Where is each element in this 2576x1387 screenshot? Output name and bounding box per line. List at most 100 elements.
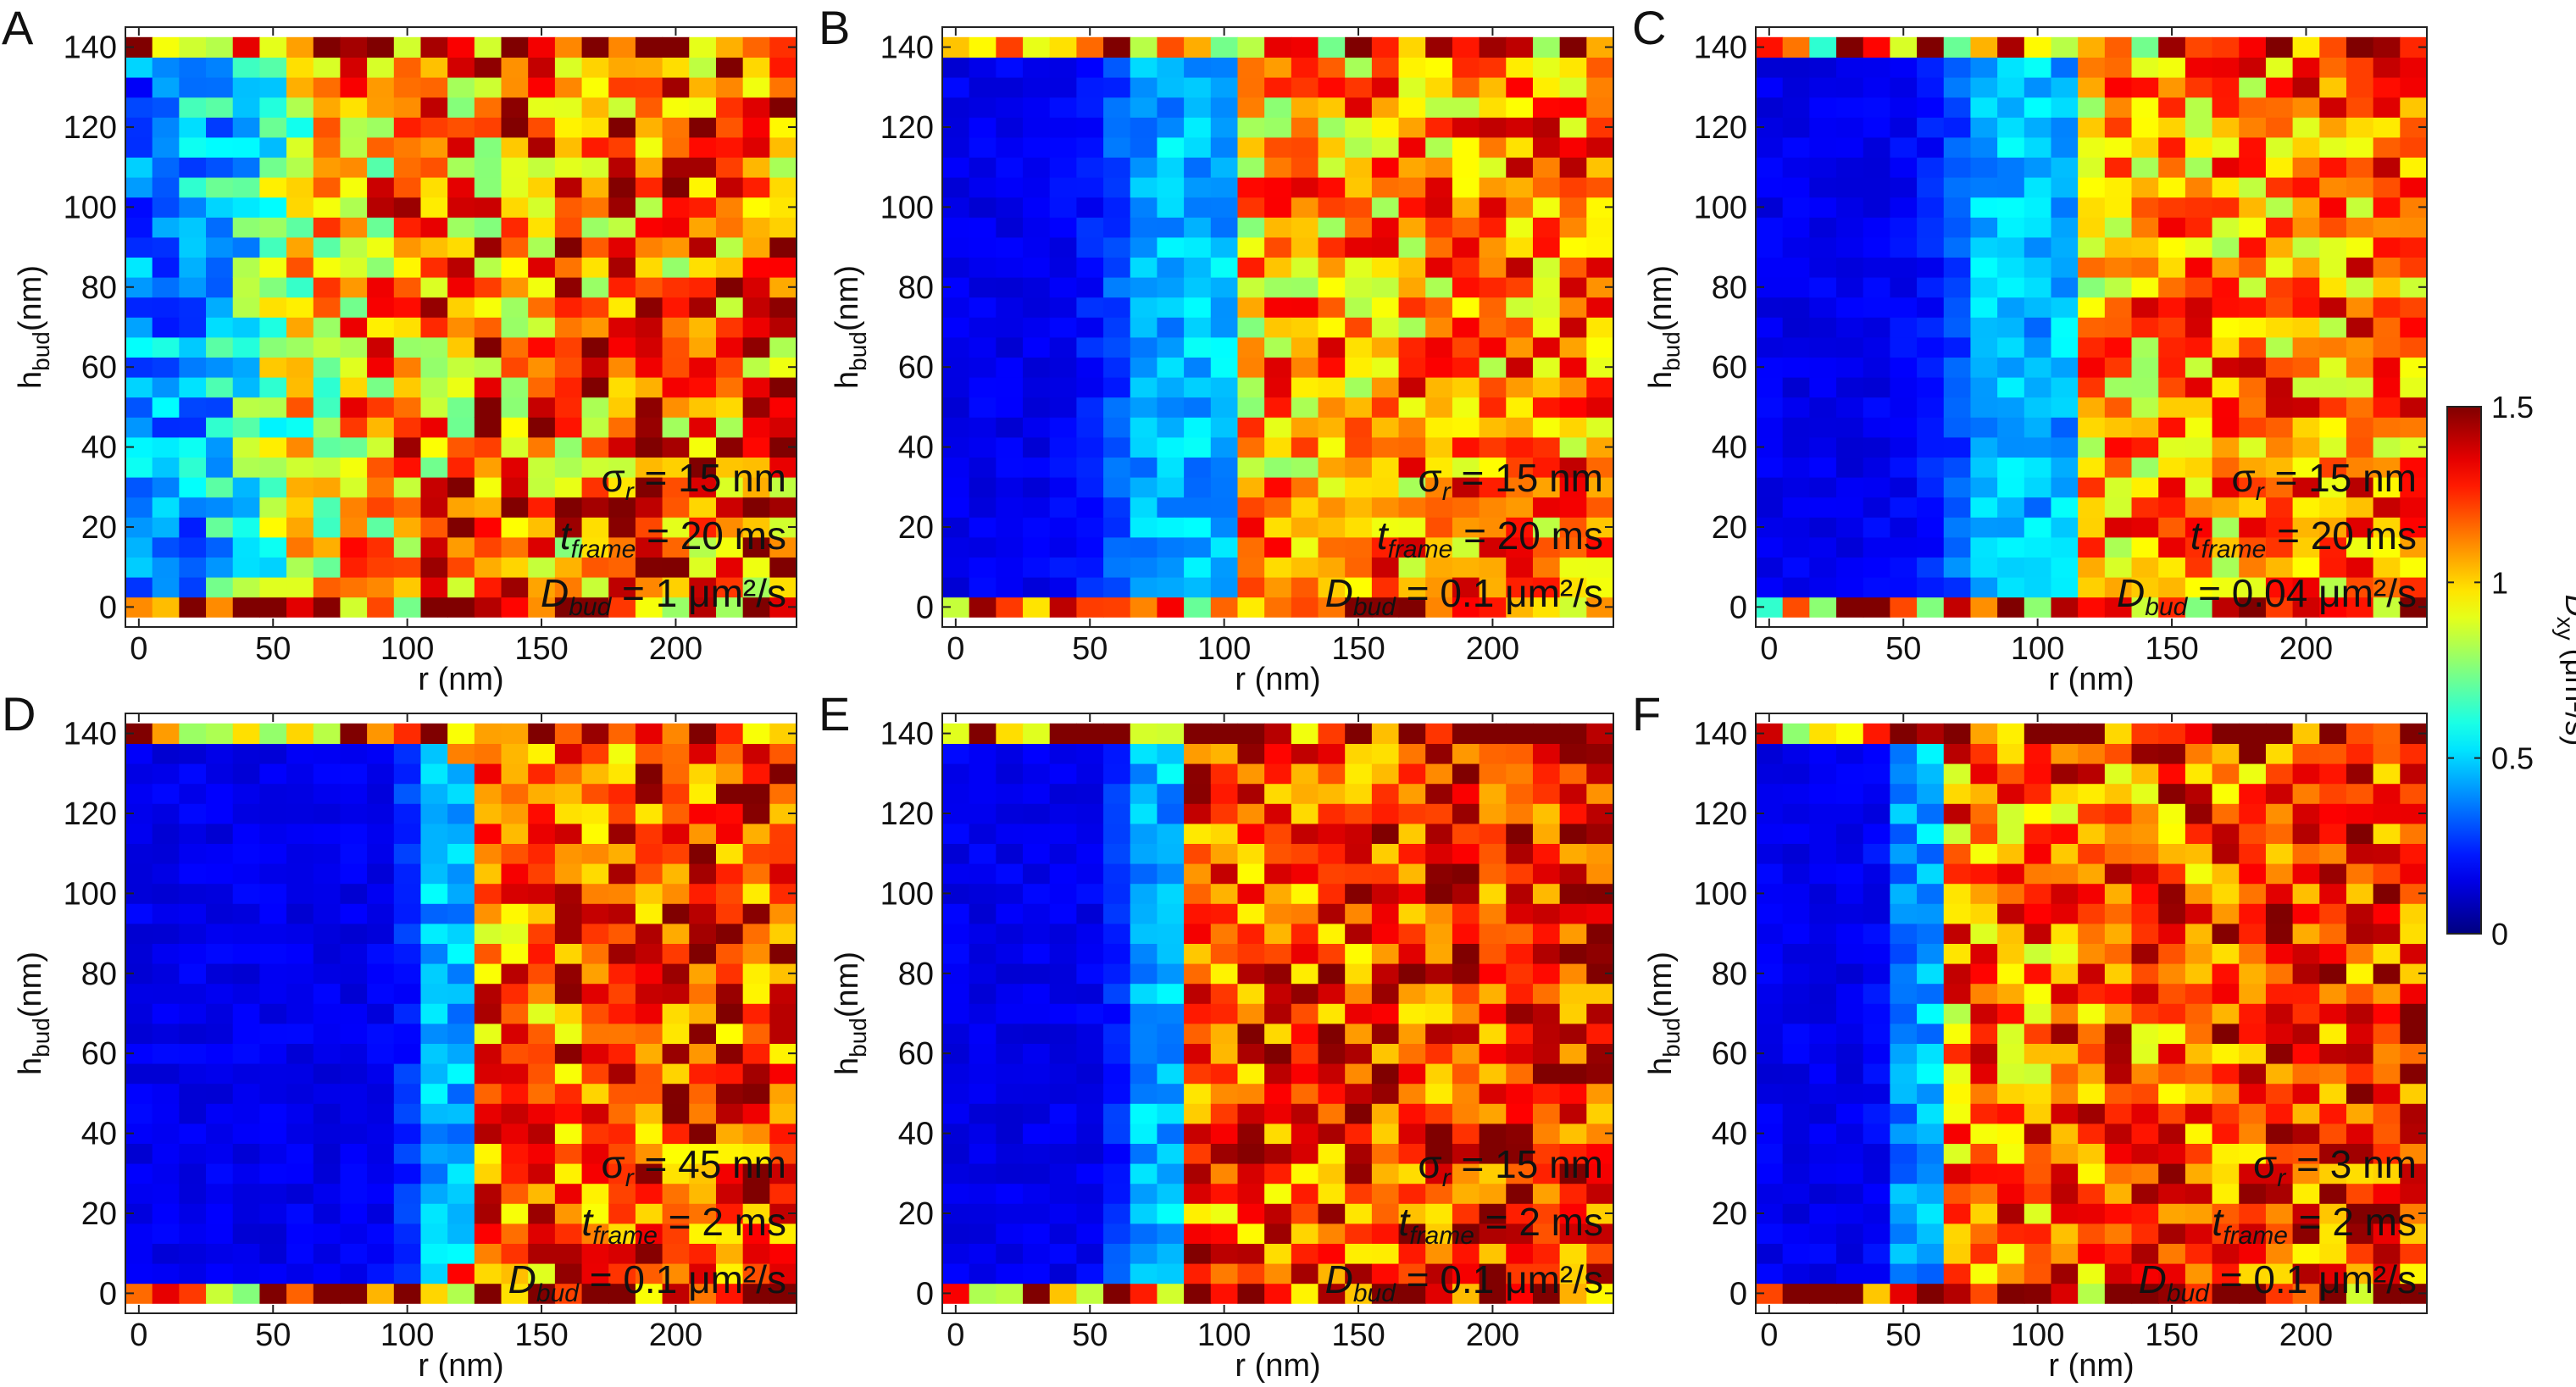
heatmap-cell (1130, 436, 1158, 458)
heatmap-cell (1890, 923, 1918, 944)
heatmap-cell (1184, 843, 1212, 864)
heatmap-cell (2024, 536, 2052, 558)
heatmap-cell (1425, 136, 1453, 158)
heatmap-cell (1506, 36, 1534, 58)
heatmap-cell (1479, 903, 1507, 924)
heatmap-cell (340, 336, 368, 358)
heatmap-cell (2319, 297, 2347, 318)
heatmap-cell (1425, 317, 1453, 338)
heatmap-cell (1049, 1003, 1077, 1024)
heatmap-cell (1809, 457, 1837, 478)
heatmap-cell (206, 743, 234, 764)
heatmap-cell (942, 236, 970, 258)
heatmap-cell (1291, 236, 1319, 258)
plot-frame (125, 26, 797, 628)
heatmap-cell (1452, 277, 1480, 298)
heatmap-cell (2158, 1023, 2186, 1044)
heatmap-cell (1398, 197, 1426, 218)
heatmap-cell (367, 863, 395, 885)
x-tick-label: 0 (130, 1318, 147, 1353)
y-tick-label: 140 (64, 717, 117, 752)
heatmap-cell (2078, 743, 2106, 764)
heatmap-cell (1371, 1103, 1400, 1124)
heatmap-cell (528, 843, 556, 864)
heatmap-cell (1532, 417, 1561, 438)
heatmap-cell (581, 117, 609, 138)
heatmap-cell (2104, 1223, 2133, 1244)
heatmap-cell (2373, 863, 2401, 885)
heatmap-cell (528, 1263, 556, 1284)
heatmap-cell (2346, 1003, 2374, 1024)
heatmap-cell (1237, 1163, 1265, 1184)
heatmap-cell (1237, 883, 1265, 904)
heatmap-cell (2158, 943, 2186, 964)
heatmap-cell (2051, 1083, 2079, 1104)
heatmap-cell (1398, 157, 1426, 178)
heatmap-cell (1103, 823, 1131, 844)
heatmap-cell (2373, 297, 2401, 318)
heatmap-cell (662, 297, 690, 318)
heatmap-cell (1970, 536, 1998, 558)
heatmap-cell (1076, 823, 1104, 844)
heatmap-cell (2024, 723, 2052, 744)
heatmap-cell (2051, 1283, 2079, 1304)
heatmap-cell (1586, 1223, 1614, 1244)
heatmap-cell (1237, 557, 1265, 578)
heatmap-cell (1398, 1003, 1426, 1024)
annotation-dbud: Dbud = 0.1 μm²/s (1325, 1257, 1603, 1307)
heatmap-cell (1398, 823, 1426, 844)
heatmap-cell (1836, 57, 1864, 78)
heatmap-cell (1049, 477, 1077, 498)
heatmap-cell (1943, 297, 1972, 318)
heatmap-cell (259, 1083, 287, 1104)
heatmap-cell (367, 217, 395, 238)
heatmap-cell (2400, 177, 2428, 198)
heatmap-cell (2185, 1103, 2213, 1124)
heatmap-cell (969, 357, 997, 378)
heatmap-cell (1291, 1183, 1319, 1204)
heatmap-cell (2051, 943, 2079, 964)
heatmap-cell (2346, 157, 2374, 178)
heatmap-cell (1210, 397, 1239, 418)
heatmap-cell (1157, 157, 1185, 178)
heatmap-cell (635, 457, 663, 478)
heatmap-cell (2400, 843, 2428, 864)
heatmap-cell (259, 783, 287, 804)
heatmap-cell (2104, 803, 2133, 824)
heatmap-cell (1318, 743, 1346, 764)
heatmap-cell (1023, 136, 1051, 158)
heatmap-cell (608, 1103, 636, 1124)
heatmap-cell (1345, 843, 1373, 864)
heatmap-cell (662, 57, 690, 78)
heatmap-cell (942, 397, 970, 418)
heatmap-cell (2212, 923, 2240, 944)
heatmap-cell (2078, 377, 2106, 398)
heatmap-cell (769, 457, 797, 478)
heatmap-cell (393, 1263, 422, 1284)
heatmap-cell (1130, 1003, 1158, 1024)
heatmap-cell (1917, 197, 1945, 218)
y-tick-label: 120 (1694, 110, 1747, 146)
heatmap-cell (1345, 883, 1373, 904)
heatmap-cell (2292, 1243, 2320, 1264)
heatmap-cell (1076, 377, 1104, 398)
heatmap-cell (447, 1003, 475, 1024)
heatmap-cell (2212, 963, 2240, 985)
heatmap-cell (1398, 923, 1426, 944)
heatmap-cell (447, 763, 475, 785)
heatmap-cell (2292, 257, 2320, 278)
heatmap-cell (340, 1023, 368, 1044)
heatmap-cell (2265, 1123, 2294, 1144)
heatmap-cell (152, 1203, 180, 1224)
heatmap-cell (942, 1143, 970, 1164)
heatmap-cell (2104, 843, 2133, 864)
heatmap-cell (286, 357, 314, 378)
heatmap-cell (393, 497, 422, 518)
heatmap-cell (1103, 536, 1131, 558)
heatmap-cell (1398, 497, 1426, 518)
heatmap-cell (581, 157, 609, 178)
heatmap-cell (2104, 397, 2133, 418)
heatmap-cell (1425, 297, 1453, 318)
heatmap-cell (2319, 517, 2347, 538)
heatmap-cell (447, 863, 475, 885)
